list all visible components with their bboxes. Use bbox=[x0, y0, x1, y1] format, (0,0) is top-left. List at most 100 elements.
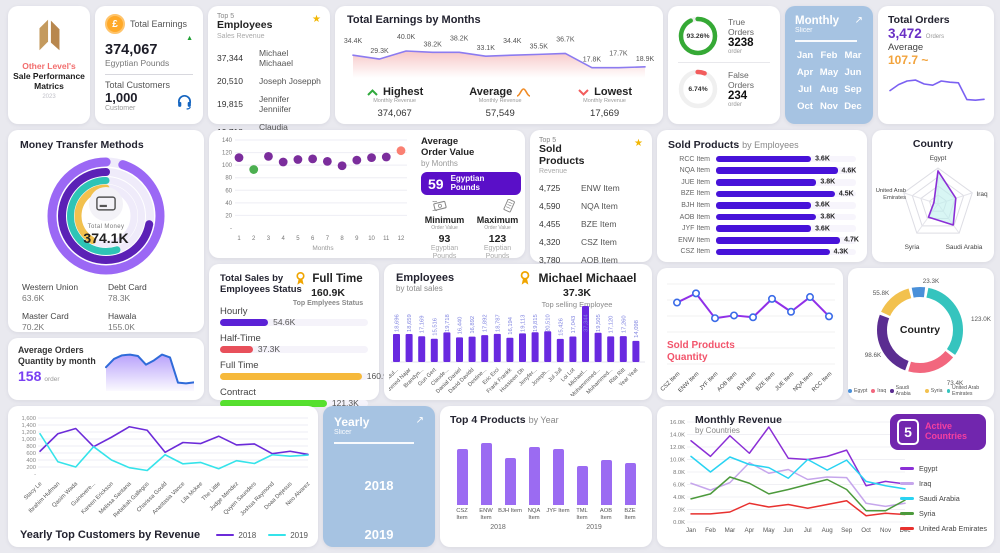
svg-text:19,815: 19,815 bbox=[533, 314, 539, 332]
svg-text:16.0K: 16.0K bbox=[670, 420, 685, 426]
donut-label: 98.6K bbox=[864, 352, 882, 359]
svg-text:1,600: 1,600 bbox=[21, 416, 36, 422]
sold-by-emp-title-sub: by Employees bbox=[742, 140, 799, 150]
aov-max-label: Maximum bbox=[476, 215, 519, 226]
list-item: 19,815 Jennifer Jenniifer bbox=[217, 93, 292, 114]
avg-orders-qty-value: 158 bbox=[18, 367, 42, 384]
month-option[interactable]: Nov bbox=[820, 101, 838, 112]
true-orders-section: 93.26% True Orders 3238 order bbox=[676, 14, 772, 58]
month-option[interactable]: Jul bbox=[798, 84, 812, 95]
stat-highest-label: Highest bbox=[382, 86, 424, 98]
earnings-months-title: Total Earnings by Months bbox=[347, 14, 481, 26]
aov-title-2: Order Value bbox=[421, 146, 475, 158]
top5-employees-card: Top 5 Employees Sales Revenue ★ 37,344 Mi… bbox=[208, 6, 330, 170]
true-orders-unit: order bbox=[728, 49, 743, 55]
svg-text:1,200: 1,200 bbox=[21, 430, 36, 436]
aov-max-unit: Egyptian Pounds bbox=[483, 245, 512, 261]
avg-orders-qty-sparkline bbox=[105, 353, 194, 391]
list-item: 4,320 CSZ Item bbox=[539, 237, 617, 248]
total-earnings-unit: Egyptian Pounds bbox=[105, 58, 170, 68]
svg-text:Abdul...: Abdul... bbox=[389, 367, 400, 385]
bar-row: Half-Time 37.3K bbox=[220, 333, 368, 354]
svg-text:17,120: 17,120 bbox=[609, 316, 615, 334]
month-option[interactable]: Jan bbox=[796, 50, 814, 61]
svg-text:Jan: Jan bbox=[686, 527, 697, 534]
month-option[interactable]: Sep bbox=[844, 84, 862, 95]
monthly-slicer-card: Monthly Slicer ↗ Jan Feb Mar Apr May Jun Jul Au… bbox=[785, 6, 873, 124]
svg-text:Emirates: Emirates bbox=[883, 195, 906, 201]
svg-text:ENW Item: ENW Item bbox=[677, 371, 700, 394]
month-option[interactable]: Aug bbox=[819, 84, 839, 95]
country-radar-title: Country bbox=[912, 138, 954, 150]
top-employee-sub: Top selling Employee bbox=[541, 300, 613, 309]
brand-title: Sale Performance Matrics bbox=[13, 71, 85, 92]
aov-min-value: 93 bbox=[438, 233, 451, 246]
month-option[interactable]: Oct bbox=[797, 101, 813, 112]
legend-item: Saudi Arabia bbox=[900, 494, 986, 503]
legend-item: Syria bbox=[900, 509, 986, 518]
bar-row: JUE Item 3.8K bbox=[668, 179, 856, 186]
top5-sold-kicker: Top 5 bbox=[539, 137, 557, 144]
country-donut-chart bbox=[877, 287, 963, 373]
aov-badge: 59 Egyptian Pounds bbox=[421, 171, 521, 196]
year-option[interactable]: 2019 bbox=[364, 527, 394, 542]
aov-max-sub: Order Value bbox=[484, 225, 511, 232]
stat-lowest-label: Lowest bbox=[594, 86, 633, 98]
monthly-revenue-card: 16.0K 14.0K 12.0K 10.0K 8.0K 6.0K 4.0K 2.0K 0.0K… bbox=[657, 406, 994, 547]
svg-text:Feb: Feb bbox=[705, 527, 716, 534]
total-customers-value: 1,000 bbox=[105, 90, 138, 105]
list-item: 4,590 NQA Item bbox=[539, 201, 618, 212]
svg-text:BZE Item: BZE Item bbox=[755, 371, 776, 392]
expand-icon[interactable]: ↗ bbox=[854, 15, 863, 26]
svg-text:100: 100 bbox=[222, 163, 233, 169]
money-transfer-card: Money Transfer Methods Total Money 374.1… bbox=[8, 130, 204, 332]
svg-text:40.0K: 40.0K bbox=[397, 34, 416, 41]
svg-text:18,787: 18,787 bbox=[495, 314, 501, 332]
svg-text:Kareen Erickson: Kareen Erickson bbox=[81, 481, 115, 515]
svg-text:400: 400 bbox=[26, 458, 36, 464]
svg-text:Aug: Aug bbox=[822, 527, 834, 534]
employees-sales-title: Employees bbox=[396, 272, 455, 284]
top4-products-card: Top 4 Products by Year CSZ Item ENW Item B… bbox=[440, 406, 652, 547]
aov-title-3: by Months bbox=[421, 158, 458, 168]
top-employee-name: Michael Michaael bbox=[538, 271, 637, 285]
top5-employees-kicker: Top 5 bbox=[217, 13, 235, 20]
svg-text:7: 7 bbox=[326, 236, 330, 242]
svg-text:5: 5 bbox=[296, 236, 300, 242]
year-option[interactable]: 2018 bbox=[364, 478, 394, 493]
month-option[interactable]: Jun bbox=[844, 67, 862, 78]
total-customers-unit: Customer bbox=[105, 105, 136, 112]
svg-text:United Arab: United Arab bbox=[876, 188, 906, 194]
svg-text:8: 8 bbox=[340, 236, 344, 242]
month-option[interactable]: May bbox=[819, 67, 839, 78]
avg-orders-quantity-card: Average Orders Quantity by month 158 ord… bbox=[8, 338, 204, 400]
svg-text:6.0K: 6.0K bbox=[673, 483, 685, 489]
svg-text:29.3K: 29.3K bbox=[370, 48, 389, 55]
month-option[interactable]: Dec bbox=[844, 101, 862, 112]
stat-lowest-sub: Monthly Revenue bbox=[583, 98, 626, 104]
star-icon: ★ bbox=[312, 14, 321, 25]
expand-icon[interactable]: ↗ bbox=[415, 415, 424, 426]
month-option[interactable]: Feb bbox=[820, 50, 838, 61]
svg-text:38.2K: 38.2K bbox=[450, 35, 469, 42]
sold-products-by-employees-card: Sold Products by Employees RCC Item 3.6K N… bbox=[657, 130, 867, 262]
country-radar-chart: Egypt Iraq Saudi Arabia Syria United ArabEmi… bbox=[876, 155, 988, 251]
divider bbox=[334, 442, 414, 444]
svg-text:16,892: 16,892 bbox=[470, 316, 476, 334]
bar-row: Full Time 160.9K bbox=[220, 359, 394, 382]
month-option[interactable]: Apr bbox=[796, 67, 814, 78]
flying-money-icon bbox=[432, 201, 447, 212]
false-orders-unit: order bbox=[728, 102, 743, 108]
true-orders-pct: 93.26% bbox=[686, 32, 710, 40]
svg-text:12: 12 bbox=[398, 236, 405, 242]
svg-text:18,696: 18,696 bbox=[395, 314, 401, 332]
aov-badge-value: 59 bbox=[428, 175, 444, 192]
true-orders-value: 3238 bbox=[728, 37, 754, 49]
month-option[interactable]: Mar bbox=[844, 50, 862, 61]
svg-text:Months: Months bbox=[312, 245, 334, 252]
monthly-revenue-chart: 16.0K 14.0K 12.0K 10.0K 8.0K 6.0K 4.0K 2.0K 0.0K… bbox=[670, 420, 911, 534]
employees-sales-card: Employees by total sales Michael Michaae… bbox=[384, 264, 652, 400]
list-item: 3,780 AOB Item bbox=[539, 255, 618, 266]
monthly-revenue-title: Monthly Revenue bbox=[695, 414, 782, 426]
